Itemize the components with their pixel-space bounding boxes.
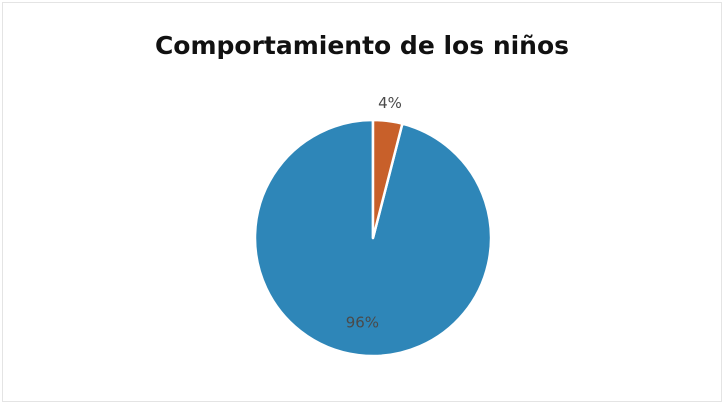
data-label-1: 4% [378, 94, 402, 112]
data-label-0: 96% [346, 313, 379, 331]
chart-title: Comportamiento de los niños [154, 31, 570, 60]
pie-labels: 96% 4% [346, 94, 402, 331]
pie-slices [253, 118, 493, 358]
pie-slice-1 [371, 118, 404, 240]
